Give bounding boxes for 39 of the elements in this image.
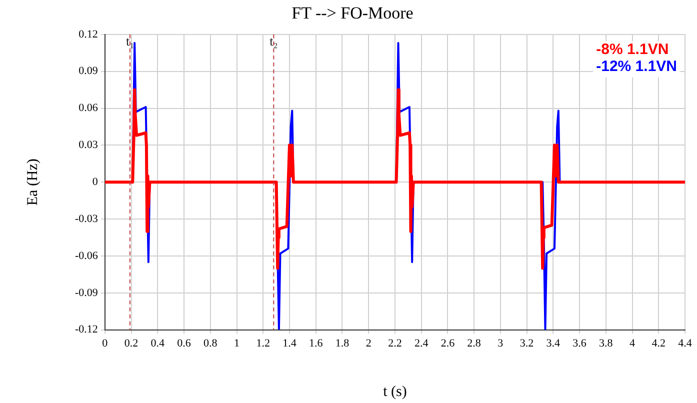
x-axis-title: t (s): [383, 384, 407, 400]
x-tick-label: 1.8: [335, 337, 350, 350]
x-tick-label: 4.2: [652, 337, 666, 350]
x-tick-label: 0.2: [124, 337, 138, 350]
x-tick-label: 3.6: [572, 337, 587, 350]
y-tick-label: -0.06: [74, 250, 98, 262]
x-tick-label: 3: [498, 337, 504, 350]
y-tick-label: 0.09: [78, 65, 98, 78]
y-tick-label: -0.03: [74, 212, 98, 225]
x-tick-label: 1.4: [282, 337, 297, 350]
y-tick-label: -0.09: [74, 286, 98, 299]
x-tick-label: 2: [366, 337, 372, 350]
y-tick-label: 0.03: [78, 139, 98, 152]
text: -8% 1.1VN: [596, 41, 669, 58]
y-tick-label: 0.12: [78, 28, 98, 40]
x-tick-label: 0: [102, 337, 108, 350]
x-tick-label: 4.4: [678, 337, 692, 350]
chart-title: FT --> FO-Moore: [292, 4, 414, 23]
text: -12% 1.1VN: [596, 58, 677, 76]
y-tick-label: -0.12: [74, 324, 98, 336]
y-tick-label: 0: [92, 176, 98, 188]
x-tick-label: 4: [630, 337, 636, 350]
x-tick-label: 2.8: [467, 337, 482, 350]
x-tick-label: 0.8: [204, 337, 218, 350]
x-tick-label: 1.2: [256, 337, 270, 350]
x-tick-label: 3.2: [520, 337, 534, 350]
ref-line-label: t₁: [126, 33, 134, 48]
y-tick-label: 0.06: [78, 102, 98, 114]
ref-line-label: t₂: [270, 33, 278, 48]
x-tick-label: 3.4: [546, 337, 561, 350]
x-tick-label: 1: [234, 337, 240, 350]
y-axis-title: Ea (Hz): [24, 158, 41, 206]
x-tick-label: 2.2: [388, 337, 402, 350]
x-tick-label: 0.4: [150, 337, 166, 350]
x-tick-label: 0.6: [177, 337, 192, 350]
x-tick-label: 2.4: [414, 337, 429, 350]
x-tick-label: 3.8: [599, 337, 614, 350]
x-tick-label: 1.6: [308, 337, 324, 350]
x-tick-label: 2.6: [440, 337, 456, 350]
